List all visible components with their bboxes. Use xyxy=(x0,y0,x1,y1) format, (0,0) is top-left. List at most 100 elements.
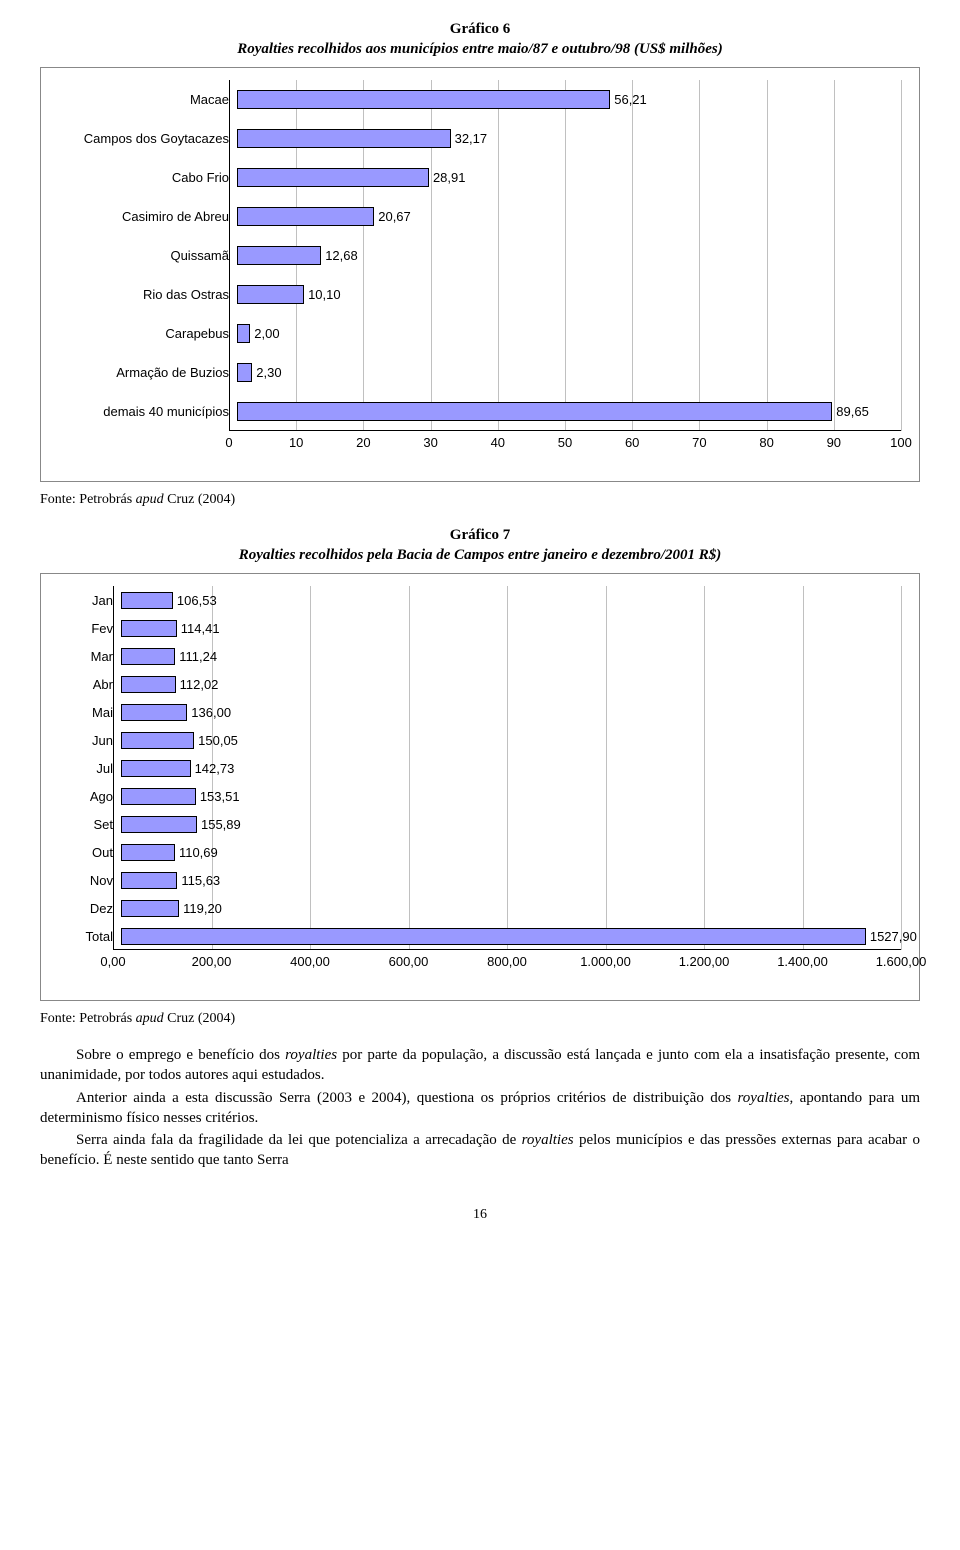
bar xyxy=(121,900,179,917)
bar xyxy=(121,648,175,665)
x-tick-label: 1.000,00 xyxy=(580,954,631,969)
bar-category-label: Ago xyxy=(59,789,121,804)
bar-value-label: 112,02 xyxy=(176,676,219,693)
chart1-title: Gráfico 6 Royalties recolhidos aos munic… xyxy=(40,20,920,59)
bar xyxy=(121,816,197,833)
bar xyxy=(121,704,187,721)
x-tick-label: 70 xyxy=(692,435,706,450)
chart1-source: Fonte: Petrobrás apud Cruz (2004) xyxy=(40,492,920,508)
chart1-box: Macae 56,21 Campos dos Goytacazes 32,17 Cabo… xyxy=(40,67,920,482)
bar-category-label: Abr xyxy=(59,677,121,692)
bar-category-label: Cabo Frio xyxy=(59,170,237,185)
bar xyxy=(121,676,176,693)
x-tick-label: 50 xyxy=(558,435,572,450)
bar xyxy=(121,732,194,749)
bar-category-label: Nov xyxy=(59,873,121,888)
gridline xyxy=(901,80,902,431)
x-tick-label: 400,00 xyxy=(290,954,330,969)
x-tick-label: 200,00 xyxy=(192,954,232,969)
page-number: 16 xyxy=(40,1207,920,1223)
x-tick-label: 20 xyxy=(356,435,370,450)
chart1-title-line1: Gráfico 6 xyxy=(450,21,510,37)
x-tick-label: 40 xyxy=(491,435,505,450)
paragraph-1: Sobre o emprego e benefício dos royaltie… xyxy=(40,1045,920,1086)
bar xyxy=(121,872,177,889)
bar-value-label: 115,63 xyxy=(177,872,220,889)
paragraph-3: Serra ainda fala da fragilidade da lei q… xyxy=(40,1130,920,1171)
bar xyxy=(121,620,177,637)
bar-value-label: 153,51 xyxy=(196,788,240,805)
bar-category-label: Carapebus xyxy=(59,326,237,341)
bar-value-label: 2,30 xyxy=(252,363,281,382)
x-tick-label: 90 xyxy=(827,435,841,450)
bar-value-label: 106,53 xyxy=(173,592,217,609)
bar-category-label: Macae xyxy=(59,92,237,107)
x-tick-label: 30 xyxy=(423,435,437,450)
bar-value-label: 155,89 xyxy=(197,816,241,833)
chart2-title: Gráfico 7 Royalties recolhidos pela Baci… xyxy=(40,526,920,565)
bar xyxy=(237,402,832,421)
x-tick-label: 80 xyxy=(759,435,773,450)
bar-category-label: demais 40 municípios xyxy=(59,404,237,419)
bar-category-label: Out xyxy=(59,845,121,860)
bar xyxy=(121,844,175,861)
bar xyxy=(237,285,304,304)
bar-category-label: Rio das Ostras xyxy=(59,287,237,302)
body-text: Sobre o emprego e benefício dos royaltie… xyxy=(40,1045,920,1171)
bar-value-label: 10,10 xyxy=(304,285,341,304)
bar xyxy=(237,363,252,382)
bar-category-label: Casimiro de Abreu xyxy=(59,209,237,224)
bar-value-label: 12,68 xyxy=(321,246,358,265)
bar-category-label: Dez xyxy=(59,901,121,916)
bar-value-label: 2,00 xyxy=(250,324,279,343)
bar-value-label: 89,65 xyxy=(832,402,869,421)
chart1-title-line2: Royalties recolhidos aos municípios entr… xyxy=(237,41,722,57)
gridline xyxy=(901,586,902,950)
bar-value-label: 150,05 xyxy=(194,732,238,749)
bar-value-label: 20,67 xyxy=(374,207,411,226)
bar-category-label: Mai xyxy=(59,705,121,720)
x-tick-label: 0 xyxy=(225,435,232,450)
x-tick-label: 1.400,00 xyxy=(777,954,828,969)
bar-value-label: 136,00 xyxy=(187,704,231,721)
bar-value-label: 1527,90 xyxy=(866,928,917,945)
bar xyxy=(237,246,321,265)
chart2-title-line1: Gráfico 7 xyxy=(450,527,510,543)
bar-value-label: 119,20 xyxy=(179,900,222,917)
bar-category-label: Jan xyxy=(59,593,121,608)
bar-value-label: 142,73 xyxy=(191,760,235,777)
x-tick-label: 100 xyxy=(890,435,912,450)
x-tick-label: 0,00 xyxy=(100,954,125,969)
bar-value-label: 28,91 xyxy=(429,168,466,187)
x-tick-label: 600,00 xyxy=(389,954,429,969)
x-tick-label: 800,00 xyxy=(487,954,527,969)
x-tick-label: 10 xyxy=(289,435,303,450)
bar xyxy=(237,129,451,148)
chart2-source: Fonte: Petrobrás apud Cruz (2004) xyxy=(40,1011,920,1027)
bar-category-label: Jun xyxy=(59,733,121,748)
bar-category-label: Total xyxy=(59,929,121,944)
bar-value-label: 32,17 xyxy=(451,129,488,148)
bar-category-label: Armação de Buzios xyxy=(59,365,237,380)
bar-category-label: Mar xyxy=(59,649,121,664)
bar-category-label: Quissamã xyxy=(59,248,237,263)
bar-value-label: 114,41 xyxy=(177,620,220,637)
x-tick-label: 1.600,00 xyxy=(876,954,927,969)
bar xyxy=(121,928,866,945)
x-tick-label: 1.200,00 xyxy=(679,954,730,969)
bar xyxy=(121,788,196,805)
bar-category-label: Set xyxy=(59,817,121,832)
bar xyxy=(121,760,191,777)
bar xyxy=(121,592,173,609)
bar-value-label: 56,21 xyxy=(610,90,647,109)
chart2-box: Jan106,53Fev114,41Mar111,24Abr112,02Mai1… xyxy=(40,573,920,1001)
bar xyxy=(237,90,610,109)
bar-category-label: Campos dos Goytacazes xyxy=(59,131,237,146)
bar xyxy=(237,207,374,226)
bar xyxy=(237,324,250,343)
bar-category-label: Jul xyxy=(59,761,121,776)
x-tick-label: 60 xyxy=(625,435,639,450)
bar xyxy=(237,168,429,187)
paragraph-2: Anterior ainda a esta discussão Serra (2… xyxy=(40,1088,920,1129)
bar-category-label: Fev xyxy=(59,621,121,636)
